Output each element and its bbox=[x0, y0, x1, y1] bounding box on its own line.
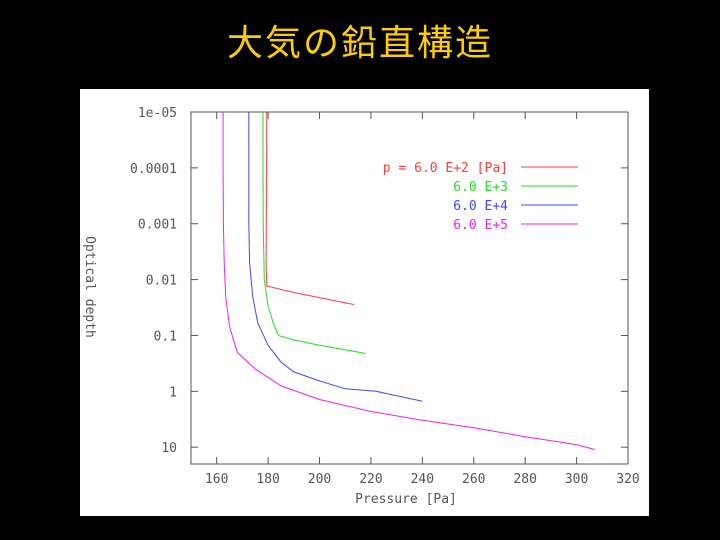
y-tick-label: 0.01 bbox=[146, 274, 177, 289]
y-tick-label: 0.001 bbox=[138, 218, 177, 233]
x-tick-label: 160 bbox=[205, 472, 228, 487]
axis-ticks: 160 180 200 220 240 260 280 300 320 1e-05 0.0001 0.… bbox=[130, 106, 640, 487]
series-line-2 bbox=[262, 112, 366, 354]
y-tick-label: 1e-05 bbox=[138, 106, 177, 121]
x-axis-label: Pressure [Pa] bbox=[355, 492, 457, 507]
x-tick-label: 240 bbox=[411, 472, 434, 487]
series-line-3 bbox=[248, 112, 423, 402]
legend-label-4: 6.0 E+5 bbox=[453, 218, 508, 233]
y-tick-label: 0.1 bbox=[154, 329, 177, 344]
x-tick-label: 180 bbox=[256, 472, 279, 487]
optical-depth-chart: 160 180 200 220 240 260 280 300 320 1e-05 0.0001 0.… bbox=[82, 106, 640, 507]
x-tick-label: 300 bbox=[565, 472, 588, 487]
plot-frame bbox=[190, 111, 629, 465]
x-tick-label: 200 bbox=[308, 472, 331, 487]
x-tick-label: 280 bbox=[513, 472, 536, 487]
legend-label-3: 6.0 E+4 bbox=[453, 199, 508, 214]
series-line-4 bbox=[222, 112, 595, 450]
y-axis-label: Optical depth bbox=[82, 236, 97, 338]
x-tick-label: 260 bbox=[462, 472, 485, 487]
slide-title: 大気の鉛直構造 bbox=[226, 23, 493, 64]
series-lines bbox=[222, 111, 595, 450]
legend-label-2: 6.0 E+3 bbox=[453, 180, 508, 195]
y-tick-label: 1 bbox=[169, 385, 177, 400]
legend-label-1: p = 6.0 E+2 [Pa] bbox=[383, 161, 508, 176]
y-tick-label: 0.0001 bbox=[130, 162, 177, 177]
x-tick-label: 320 bbox=[616, 472, 639, 487]
legend: p = 6.0 E+2 [Pa] 6.0 E+3 6.0 E+4 6.0 E+5 bbox=[383, 161, 578, 233]
plot-panel: 160 180 200 220 240 260 280 300 320 1e-05 0.0001 0.… bbox=[80, 89, 649, 516]
series-line-1 bbox=[265, 111, 355, 306]
x-tick-label: 220 bbox=[359, 472, 382, 487]
y-tick-label: 10 bbox=[161, 441, 177, 456]
